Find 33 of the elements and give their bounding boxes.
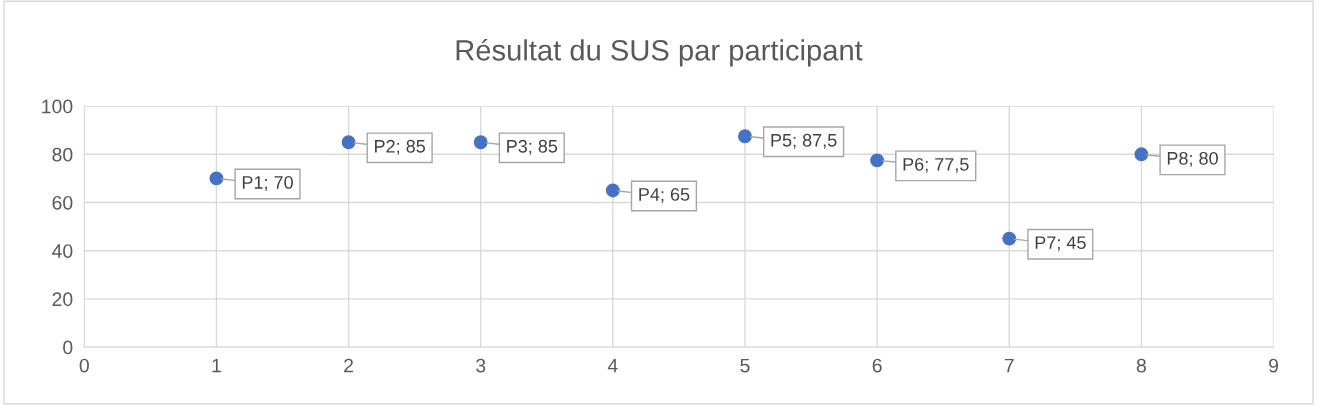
x-tick-label: 6	[872, 358, 882, 373]
point	[1134, 147, 1149, 162]
data-label: P4; 65	[639, 188, 690, 203]
x-tick-label: 3	[476, 358, 486, 373]
data-label: P6; 77,5	[903, 157, 969, 173]
point	[473, 135, 488, 150]
point	[605, 183, 620, 198]
x-tick-label: 0	[79, 358, 89, 373]
data-label: P1; 70	[242, 176, 293, 191]
x-tick-label: 2	[344, 358, 353, 373]
y-tick-label: 60	[52, 195, 73, 210]
point	[870, 153, 885, 168]
x-tick-label: 1	[212, 358, 221, 373]
y-tick-label: 40	[52, 244, 73, 258]
y-tick-label: 80	[52, 147, 73, 162]
x-tick-label: 9	[1269, 358, 1279, 373]
data-label: P5; 87,5	[771, 133, 837, 149]
x-tick-label: 4	[607, 358, 618, 373]
point	[341, 135, 356, 150]
data-label: P3; 85	[507, 139, 558, 155]
chart-title: Résultat du SUS par participant	[456, 38, 863, 67]
x-tick-label: 7	[1004, 358, 1014, 373]
point	[738, 129, 752, 144]
data-label: P8; 80	[1167, 151, 1218, 167]
x-tick-label: 8	[1136, 358, 1146, 373]
x-tick-label: 5	[740, 358, 750, 373]
y-tick-label: 100	[42, 99, 73, 114]
data-label: P7; 45	[1035, 236, 1086, 252]
point	[209, 171, 224, 186]
y-tick-label: 20	[52, 292, 73, 307]
point	[1002, 231, 1017, 246]
y-tick-label: 0	[63, 340, 73, 355]
data-label: P2; 85	[375, 139, 426, 155]
